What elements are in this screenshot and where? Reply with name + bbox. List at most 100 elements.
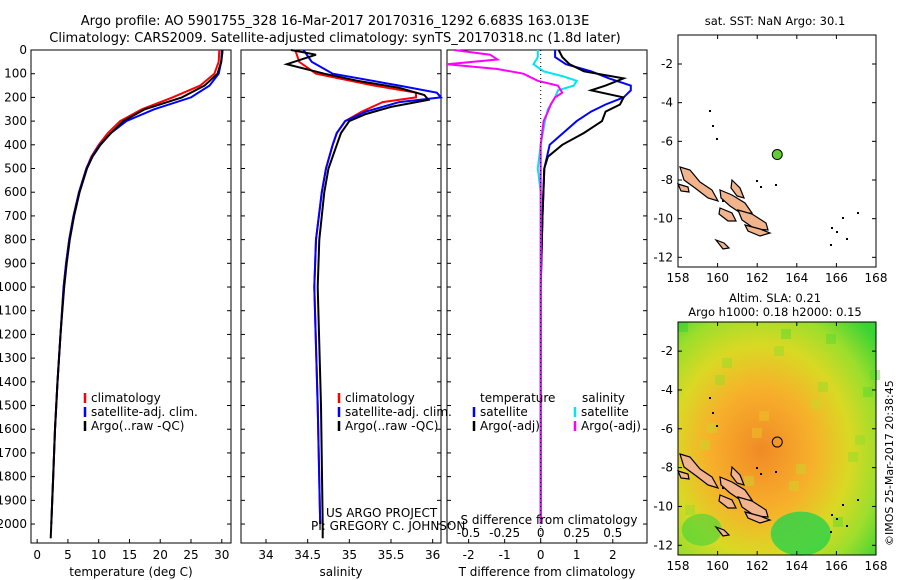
sla-map-islet: [857, 499, 859, 501]
sst-map-title: sat. SST: NaN Argo: 30.1: [705, 14, 846, 28]
sla-map-islet: [760, 473, 762, 475]
difference-x2tick-label: 0.5: [603, 526, 622, 540]
depth-tick-label: 1100: [0, 304, 27, 318]
sla-map-heat-cell: [722, 358, 732, 368]
sst-map-islet: [836, 231, 838, 233]
sla-map-heat-cell: [796, 464, 806, 474]
sla-map-heat-cell: [715, 375, 725, 385]
sst-map-land-shape: [714, 238, 731, 250]
sst-map-ytick-label: -2: [661, 57, 673, 71]
temperature-xtick-label: 10: [91, 548, 106, 562]
temperature-xtick-label: 0: [33, 548, 41, 562]
sla-map-argo-position-marker: [771, 436, 783, 448]
sst-map-islet: [709, 110, 711, 112]
sla-map-heat-cell: [744, 476, 754, 486]
pi-label: PI: GREGORY C. JOHNSON: [311, 519, 465, 533]
sst-map-xtick-label: 162: [746, 271, 769, 285]
depth-tick-label: 1000: [0, 280, 27, 294]
sst-map-ytick-label: -8: [661, 173, 673, 187]
depth-tick-label: 1400: [0, 375, 27, 389]
sla-map-heat-cell: [781, 329, 791, 339]
depth-tick-label: 600: [4, 185, 27, 199]
sla-map-subtitle: Argo h1000: 0.18 h2000: 0.15: [688, 305, 861, 319]
sst-map-islet: [830, 244, 832, 246]
temperature-legend-label: climatology: [91, 391, 161, 405]
temperature-xtick-label: 15: [122, 548, 137, 562]
sla-map-land-shape: [714, 525, 731, 537]
temperature-xtick-label: 25: [183, 548, 198, 562]
sst-map-argo-position-marker: [771, 149, 783, 161]
sla-map-heat-cell: [681, 513, 722, 546]
sst-map-ytick-label: -6: [661, 134, 673, 148]
sla-map-xtick-label: 168: [865, 559, 888, 573]
sst-map-islet: [857, 212, 859, 214]
difference-frame: [446, 49, 648, 544]
sla-map-heat-cell: [685, 505, 695, 515]
sst-map-islet: [775, 184, 777, 186]
sla-map-title: Altim. SLA: 0.21: [729, 291, 821, 305]
sla-map-islet: [722, 487, 724, 489]
sla-map-land-shape: [730, 465, 746, 486]
sla-map-heat-cell: [855, 435, 865, 445]
sla-map-ytick-label: -4: [661, 383, 673, 397]
depth-tick-label: 300: [4, 114, 27, 128]
sla-map-frame: [677, 321, 877, 556]
sla-map-heat-cell: [770, 511, 831, 556]
salinity-xtick-label: 34.5: [294, 548, 321, 562]
sla-map-heat-cell: [789, 481, 799, 491]
difference-temperature-legend-title: temperature: [480, 391, 555, 405]
sla-map-land-shape: [736, 496, 769, 518]
depth-tick-label: 1500: [0, 399, 27, 413]
sla-map-islet: [830, 531, 832, 533]
sla-map-heat-cell: [707, 423, 717, 433]
depth-tick-label: 400: [4, 138, 27, 152]
timestamp-stamp: ©IMOS 25-Mar-2017 20:38:45: [883, 380, 896, 546]
sla-map-islet: [756, 467, 758, 469]
temperature-frame: [30, 49, 232, 544]
difference-panel: -2 -1 0 1 2 T difference from climatology -0.5…: [446, 49, 648, 579]
difference-xtick-label: -1: [499, 548, 511, 562]
depth-tick-label: 900: [4, 256, 27, 270]
difference-xtick-label: 0: [537, 548, 545, 562]
sla-map-land-shape: [676, 470, 690, 480]
sst-map-xtick-label: 160: [706, 271, 729, 285]
depth-tick-label: 500: [4, 162, 27, 176]
sla-map-ytick-label: -12: [653, 538, 673, 552]
sst-map-land-shape: [679, 166, 720, 202]
temperature-legend-label: Argo(..raw -QC): [91, 419, 184, 433]
figure-title-line2: Climatology: CARS2009. Satellite-adjuste…: [49, 31, 621, 46]
salinity-xtick-label: 35: [342, 548, 357, 562]
sla-map-xtick-label: 166: [825, 559, 848, 573]
sst-map-frame: [677, 34, 877, 268]
sst-map-islet: [760, 186, 762, 188]
sla-map-heat-cell: [863, 387, 873, 397]
depth-tick-label: 100: [4, 67, 27, 81]
difference-x-axis-label: T difference from climatology: [458, 565, 636, 579]
sst-map-ytick-label: -10: [653, 212, 673, 226]
temperature-series-line: [50, 49, 223, 525]
sla-map-heat-cell: [848, 452, 858, 462]
difference-temperature-legend-label: satellite: [480, 405, 528, 419]
sla-map-ytick-label: -8: [661, 461, 673, 475]
sst-map-islet: [722, 200, 724, 202]
depth-tick-label: 700: [4, 209, 27, 223]
sla-map-islet: [716, 425, 718, 427]
temperature-xtick-label: 20: [153, 548, 168, 562]
difference-xtick-label: -2: [463, 548, 475, 562]
temperature-xtick-label: 30: [214, 548, 229, 562]
sla-map-heat-cell: [774, 346, 784, 356]
temperature-xtick-label: 5: [64, 548, 72, 562]
sla-map-xtick-label: 164: [785, 559, 808, 573]
difference-xtick-label: 2: [609, 548, 617, 562]
sla-map-heat-cell: [759, 411, 769, 421]
sst-map-panel: sat. SST: NaN Argo: 30.1 158 160 162 164 166 1…: [653, 14, 887, 285]
sla-map-islet: [709, 397, 711, 399]
sla-map-islet: [842, 504, 844, 506]
depth-tick-label: 1200: [0, 327, 27, 341]
salinity-xtick-label: 34: [258, 548, 273, 562]
sst-map-land-shape: [736, 209, 769, 231]
sla-map-heat-cell: [700, 440, 710, 450]
salinity-series-line: [283, 49, 431, 539]
difference-salinity-legend-label: satellite: [581, 405, 629, 419]
